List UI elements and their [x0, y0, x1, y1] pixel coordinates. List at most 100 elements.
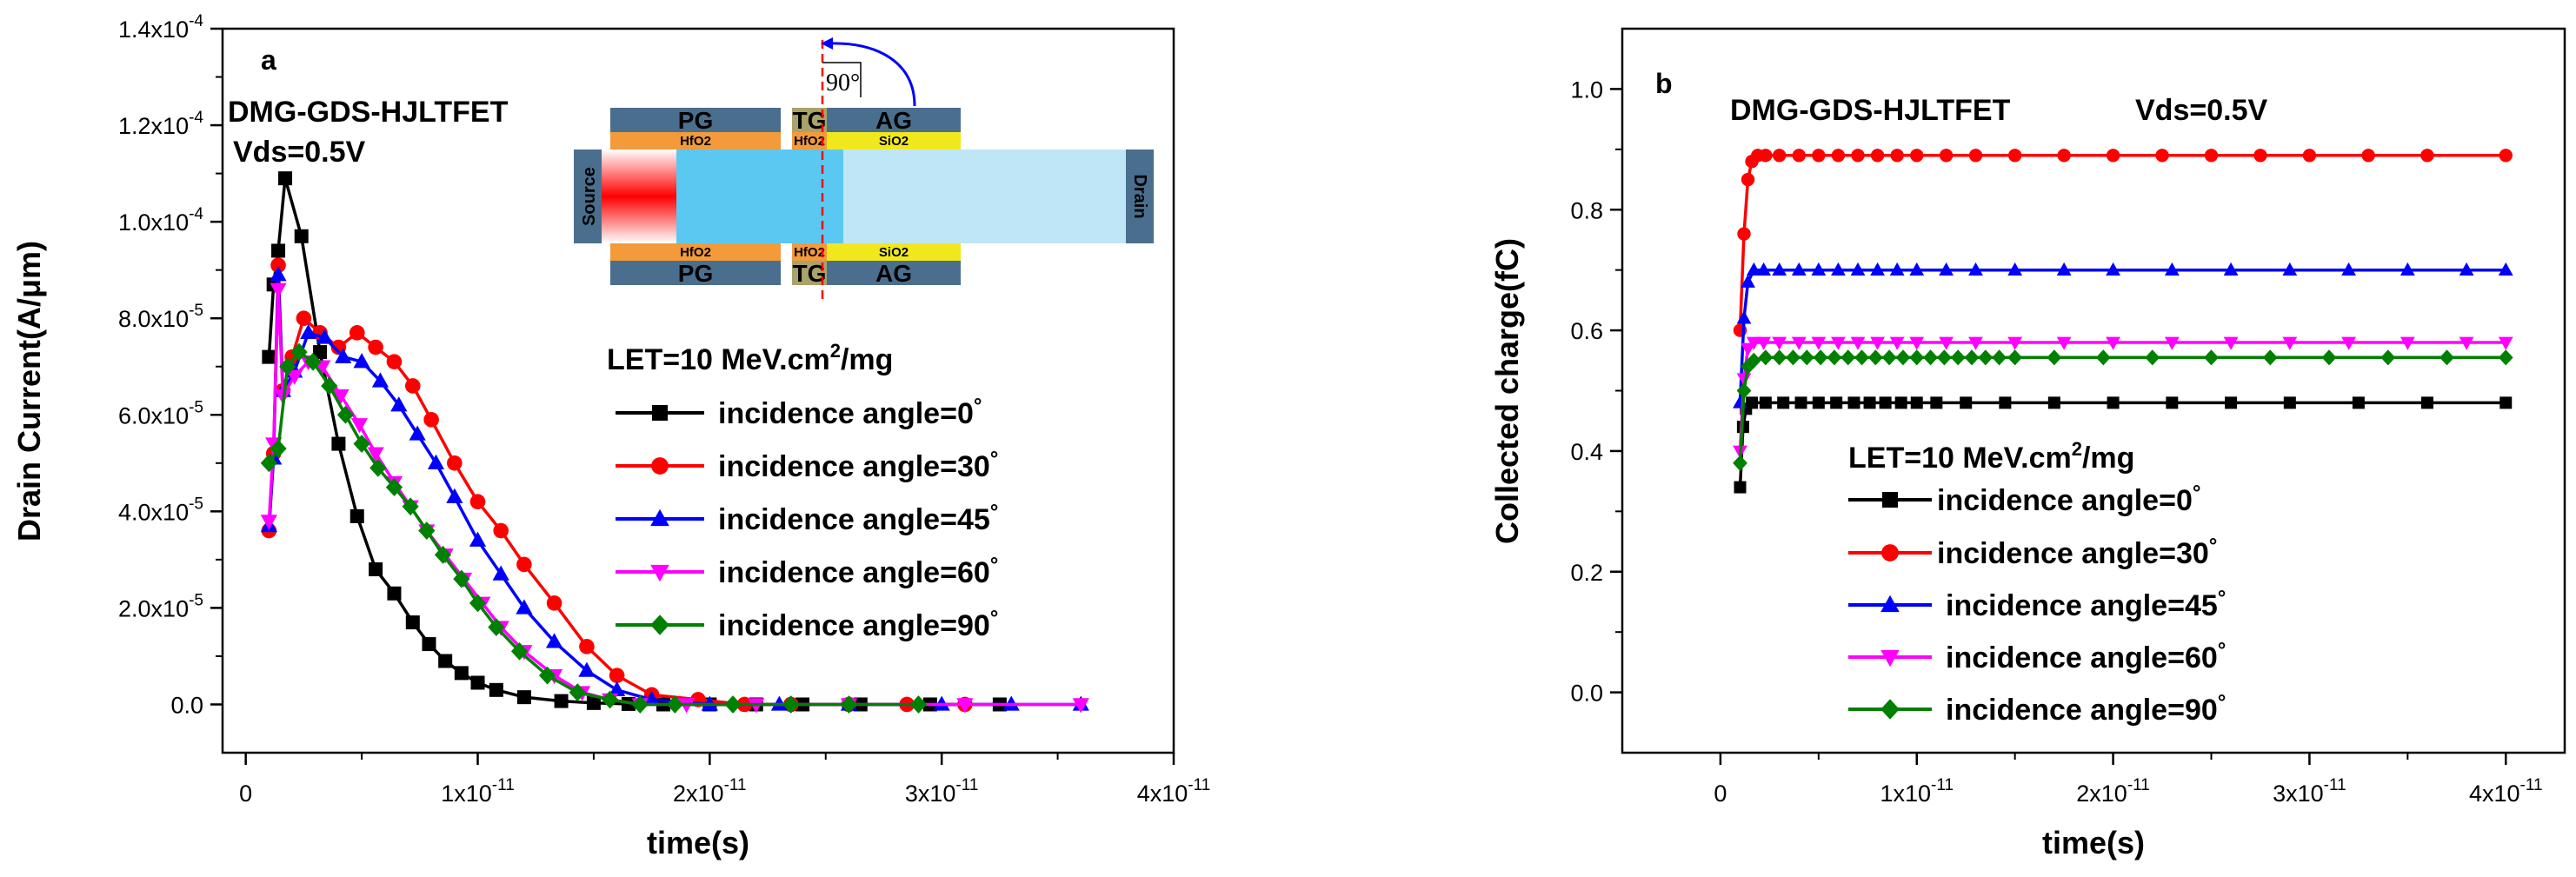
point-b-0-19: [2166, 396, 2179, 409]
point-a-1-8: [349, 325, 365, 341]
point-b-2-22: [2400, 262, 2415, 276]
legend-label-b-2: incidence angle=45°: [1946, 587, 2226, 622]
point-a-2-15: [492, 565, 509, 581]
legend-label-b-3: incidence angle=60°: [1946, 639, 2226, 674]
point-a-4-7: [353, 435, 370, 453]
inset-tg-bot: [792, 261, 827, 285]
point-b-1-8: [1812, 149, 1826, 163]
legend-label-a-1: incidence angle=30°: [718, 448, 998, 483]
point-a-4-16: [510, 641, 529, 661]
point-a-1-9: [368, 339, 383, 355]
point-b-3-5: [1772, 336, 1787, 350]
point-a-0-6: [331, 436, 346, 451]
point-b-2-10: [1870, 262, 1885, 276]
point-a-2-18: [578, 661, 596, 677]
point-b-4-13: [1881, 349, 1897, 366]
point-a-1-17: [546, 595, 562, 611]
point-b-0-13: [1910, 396, 1923, 409]
point-a-3-25: [956, 698, 974, 714]
point-b-4-9: [1827, 349, 1842, 366]
point-b-1-5: [1759, 149, 1773, 163]
axes-a: 0 1x10-11 2x10-11 3x10-11 4x10-11 0.0 2.0x10-5…: [118, 12, 1210, 807]
point-b-4-14: [1895, 349, 1911, 366]
point-b-2-17: [2106, 262, 2120, 276]
point-a-2-11: [409, 425, 426, 441]
legend-deg-b-3: °: [2218, 639, 2227, 662]
point-a-0-9: [387, 586, 402, 601]
legend-marker-0-2: [650, 508, 669, 527]
legend-sample-a-2: [616, 508, 704, 527]
point-b-4-19: [1964, 349, 1980, 366]
point-b-0-10: [1863, 396, 1876, 409]
y-tick-label-a-1: 2.0x10-5: [118, 591, 203, 621]
point-b-2-11: [1889, 262, 1905, 276]
point-a-2-10: [390, 396, 408, 412]
legend-title-sup-b: 2: [2072, 438, 2082, 460]
series-b-1: [1733, 149, 2513, 337]
point-a-2-16: [516, 599, 533, 615]
point-b-4-26: [2204, 349, 2219, 366]
legend-marker-0-1: [651, 457, 669, 475]
point-a-2-2: [270, 266, 287, 282]
point-b-4-25: [2145, 349, 2160, 366]
inset-hfo2-top-mid: [792, 132, 827, 149]
inset-pg-bot: [610, 261, 781, 285]
point-b-3-2: [1741, 342, 1755, 356]
legend-title-main-a: LET=10 MeV.cm: [607, 343, 830, 376]
point-b-4-6: [1786, 349, 1801, 366]
point-b-3-3: [1746, 336, 1761, 350]
point-b-0-7: [1812, 396, 1825, 409]
point-b-1-1: [1737, 227, 1751, 241]
inset-source-label: Source: [580, 167, 599, 226]
legend-sample-a-3: [616, 564, 704, 582]
point-b-3-11: [1889, 336, 1905, 350]
point-a-2-8: [353, 353, 370, 369]
point-b-0-17: [2047, 396, 2060, 409]
legend-deg-a-2: °: [990, 501, 999, 524]
inset-ag-top: [827, 108, 961, 132]
point-b-0-14: [1930, 396, 1943, 409]
legend-title-a: LET=10 MeV.cm2/mg: [607, 340, 893, 376]
point-b-2-19: [2223, 262, 2239, 276]
point-b-4-2: [1741, 358, 1755, 375]
point-b-2-7: [1811, 262, 1827, 276]
point-b-4-12: [1867, 349, 1883, 366]
point-b-1-13: [1910, 149, 1924, 163]
point-a-0-4: [294, 229, 309, 243]
y-tick-label-b-0: 0.0: [1570, 681, 1603, 707]
legend-name-b-3: incidence angle=60: [1946, 641, 2218, 674]
point-b-3-13: [1939, 336, 1954, 350]
point-b-0-4: [1759, 396, 1772, 409]
point-a-2-5: [300, 323, 317, 340]
point-a-2-19: [609, 681, 626, 697]
x-tick-label-a-4: 4x10-11: [1137, 776, 1211, 807]
point-a-2-17: [545, 633, 563, 648]
point-a-0-16: [516, 690, 531, 705]
point-b-2-9: [1850, 262, 1866, 276]
point-b-0-15: [1960, 396, 1973, 409]
point-b-4-31: [2498, 349, 2513, 366]
inset-hfo2-top-left: [610, 132, 781, 149]
inset-ag-bot: [827, 261, 961, 285]
inset-pg-bot-label: PG: [678, 260, 713, 287]
series-line-b-2: [1738, 268, 2506, 403]
inset-sio2-bot-label: SiO2: [879, 245, 909, 260]
x-tick-label-b-4: 4x10-11: [2469, 776, 2543, 807]
legend-marker-1-2: [1880, 595, 1900, 613]
point-a-2-12: [427, 454, 445, 469]
point-b-4-28: [2321, 349, 2337, 366]
point-b-0-23: [2420, 396, 2433, 409]
legend-name-b-4: incidence angle=90: [1946, 694, 2218, 727]
point-b-1-6: [1772, 149, 1787, 163]
point-a-2-7: [335, 348, 352, 363]
point-b-1-19: [2155, 149, 2169, 163]
point-a-1-16: [516, 556, 532, 573]
legend-marker-1-3: [1880, 649, 1900, 668]
y-tick-label-a-3: 6.0x10-5: [118, 398, 203, 429]
point-b-0-18: [2107, 396, 2120, 409]
device-inset: Source Drain PG TG AG HfO2 HfO2 SiO2 HfO…: [574, 37, 1154, 300]
point-b-3-21: [2341, 336, 2356, 350]
legend-deg-b-4: °: [2218, 691, 2227, 714]
point-b-1-17: [2057, 149, 2071, 163]
point-a-0-17: [554, 694, 569, 708]
